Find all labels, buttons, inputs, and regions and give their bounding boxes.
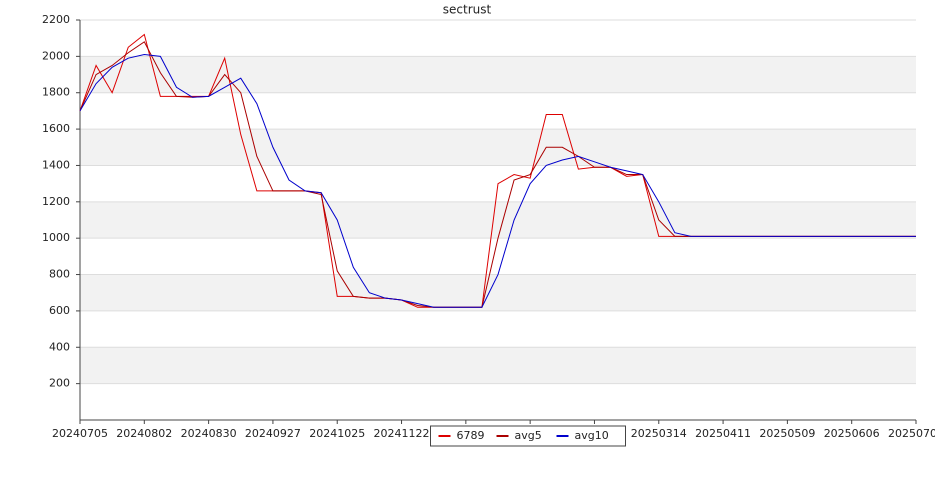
x-tick-label: 20250704 xyxy=(888,427,935,440)
grid-band xyxy=(80,129,916,166)
x-tick-label: 20250411 xyxy=(695,427,751,440)
y-tick-label: 800 xyxy=(49,268,70,281)
x-tick-label: 20250314 xyxy=(631,427,687,440)
y-tick-label: 2000 xyxy=(42,49,70,62)
y-tick-label: 400 xyxy=(49,340,70,353)
y-tick-label: 600 xyxy=(49,304,70,317)
x-tick-label: 20240802 xyxy=(116,427,172,440)
x-tick-label: 20250509 xyxy=(759,427,815,440)
y-tick-label: 2200 xyxy=(42,13,70,26)
y-tick-label: 1000 xyxy=(42,231,70,244)
legend-box xyxy=(430,425,626,447)
legend-label: 6789 xyxy=(457,429,485,442)
x-tick-label: 20241025 xyxy=(309,427,365,440)
x-tick-label: 20240927 xyxy=(245,427,301,440)
y-tick-label: 1800 xyxy=(42,86,70,99)
legend-label: avg10 xyxy=(575,429,609,442)
chart-title: sectrust xyxy=(443,3,492,17)
x-tick-label: 20241122 xyxy=(374,427,430,440)
x-tick-label: 20240705 xyxy=(52,427,108,440)
series-line xyxy=(79,54,916,308)
y-tick-label: 200 xyxy=(49,377,70,390)
legend: 6789 avg5 avg10 xyxy=(430,425,626,447)
y-tick-label: 1200 xyxy=(42,195,70,208)
y-tick-label: 1400 xyxy=(42,158,70,171)
legend-label: avg5 xyxy=(515,429,542,442)
x-tick-label: 20250606 xyxy=(824,427,880,440)
grid-band xyxy=(80,274,916,311)
grid-band xyxy=(80,201,916,239)
grid-band xyxy=(80,56,916,93)
grid-band xyxy=(80,347,916,384)
x-tick-label: 20240830 xyxy=(181,427,237,440)
y-tick-label: 1600 xyxy=(42,122,70,135)
